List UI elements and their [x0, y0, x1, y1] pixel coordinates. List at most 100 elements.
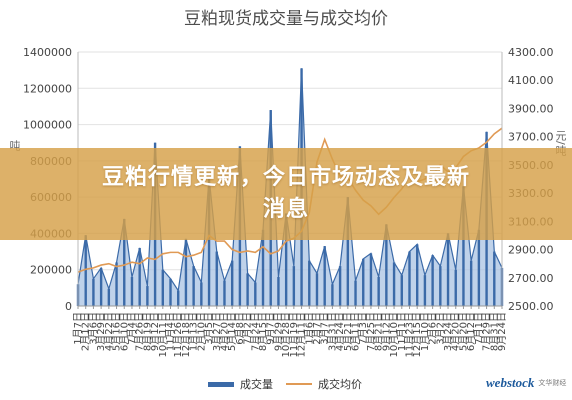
x-tick-label: 3月5日	[203, 312, 215, 345]
x-tick-label: 8月15日	[257, 312, 269, 351]
volume-bar	[408, 251, 411, 306]
x-tick-label: 7月3日	[357, 312, 369, 345]
x-tick-label: 8月19日	[141, 312, 153, 351]
volume-bar	[446, 233, 450, 306]
volume-bar	[469, 260, 473, 306]
x-tick-label: 11月26日	[172, 312, 184, 357]
volume-bar	[230, 260, 234, 306]
x-tick-label: 3月27日	[211, 312, 223, 351]
volume-bar	[92, 278, 95, 306]
volume-bar	[207, 177, 211, 306]
x-tick-label: 12月11日	[296, 312, 308, 357]
volume-bar	[308, 260, 311, 306]
y-right-tick-label: 4300.00	[508, 46, 554, 59]
volume-bar	[431, 255, 434, 306]
y-left-tick-label: 0	[65, 300, 72, 313]
x-tick-label: 3月24日	[442, 312, 454, 351]
chart-legend: 成交量 成交均价	[0, 374, 572, 394]
legend-item-volume: 成交量	[208, 376, 273, 392]
x-tick-label: 10月28日	[280, 312, 292, 357]
x-tick-label: 6月8日	[234, 312, 246, 345]
volume-bar	[377, 276, 380, 306]
y-left-tick-label: 200000	[30, 264, 72, 277]
headline-text: 豆粕行情更新，今日市场动态及最新 消息	[0, 162, 572, 226]
x-tick-label: 2月10日	[195, 312, 207, 351]
volume-bar	[385, 224, 388, 306]
x-tick-label: 3月29日	[95, 312, 107, 351]
x-tick-label: 3月6日	[87, 312, 99, 345]
volume-bar	[284, 213, 288, 306]
x-tick-label: 5月20日	[457, 312, 469, 351]
headline-line-1: 豆粕行情更新，今日市场动态及最新	[101, 165, 470, 190]
x-tick-label: 4月20日	[450, 312, 462, 351]
volume-bar	[392, 262, 396, 306]
x-tick-label: 2月12日	[80, 312, 92, 351]
volume-bar	[254, 282, 257, 306]
x-tick-label: 9月12日	[380, 312, 392, 351]
volume-bar	[331, 284, 334, 306]
volume-bar	[362, 258, 365, 306]
volume-bar	[477, 229, 481, 306]
volume-bar	[369, 253, 373, 306]
x-tick-label: 7月4日	[126, 312, 138, 345]
volume-bar	[146, 286, 149, 306]
watermark-brand: webstock	[486, 375, 535, 390]
x-tick-label: 9月7日	[265, 312, 277, 345]
tick-labels: 0200000400000600000800000100000012000001…	[23, 46, 554, 357]
x-tick-label: 6月11日	[350, 312, 362, 351]
legend-swatch-volume	[208, 381, 234, 387]
x-tick-label: 7月25日	[365, 312, 377, 351]
x-tick-label: 5月14日	[226, 312, 238, 351]
volume-bar	[493, 251, 496, 306]
volume-bar	[192, 266, 195, 306]
x-tick-label: 7月1日	[473, 312, 485, 345]
y-right-tick-label: 2900.00	[508, 244, 554, 257]
x-tick-label: 1月13日	[188, 312, 200, 351]
volume-bar	[423, 275, 427, 306]
volume-area	[78, 68, 502, 306]
x-tick-label: 11月4日	[165, 312, 177, 351]
volume-bar	[454, 269, 457, 306]
watermark-sub: 文华财经	[538, 379, 567, 387]
volume-bar	[315, 273, 319, 306]
x-tick-label: 4月24日	[334, 312, 346, 351]
volume-bar	[261, 229, 265, 306]
legend-label-price: 成交均价	[318, 378, 362, 391]
x-tick-label: 11月1日	[396, 312, 408, 351]
x-tick-label: 3月31日	[326, 312, 338, 351]
x-tick-label: 3月2日	[434, 312, 446, 345]
x-tick-label: 1月10日	[419, 312, 431, 351]
x-tick-label: 12月18日	[180, 312, 192, 357]
volume-bar	[462, 186, 465, 306]
x-tick-label: 6月12日	[465, 312, 477, 351]
y-right-tick-label: 4100.00	[508, 74, 554, 87]
watermark-logo: webstock 文华财经	[486, 370, 568, 396]
headline-line-2: 消息	[262, 197, 309, 222]
x-tick-label: 10月10日	[388, 312, 400, 357]
x-tick-label: 3月7日	[319, 312, 331, 345]
volume-bar	[346, 197, 350, 306]
volume-bar	[277, 276, 280, 306]
x-tick-label: 11月19日	[288, 312, 300, 357]
y-right-tick-label: 2500.00	[508, 300, 554, 313]
x-tick-label: 5月21日	[342, 312, 354, 351]
x-tick-label: 4月22日	[103, 312, 115, 351]
x-tick-label: 1月6日	[303, 312, 315, 345]
x-tick-label: 9月12日	[149, 312, 161, 351]
legend-label-volume: 成交量	[240, 378, 273, 391]
volume-bar	[200, 282, 203, 306]
volume-bar	[169, 278, 172, 306]
volume-bar	[354, 280, 357, 306]
x-tick-label: 12月15日	[411, 312, 423, 357]
axes	[77, 52, 503, 309]
legend-swatch-price	[286, 383, 312, 385]
x-tick-label: 9月29日	[272, 312, 284, 351]
y-left-tick-label: 1200000	[23, 82, 72, 95]
x-tick-label: 9月24日	[496, 312, 508, 351]
x-tick-label: 8月31日	[488, 312, 500, 351]
volume-bar	[177, 290, 180, 306]
volume-bar	[400, 275, 403, 306]
volume-bar	[161, 269, 164, 306]
y-right-tick-label: 3900.00	[508, 102, 554, 115]
y-right-tick-label: 2700.00	[508, 272, 554, 285]
